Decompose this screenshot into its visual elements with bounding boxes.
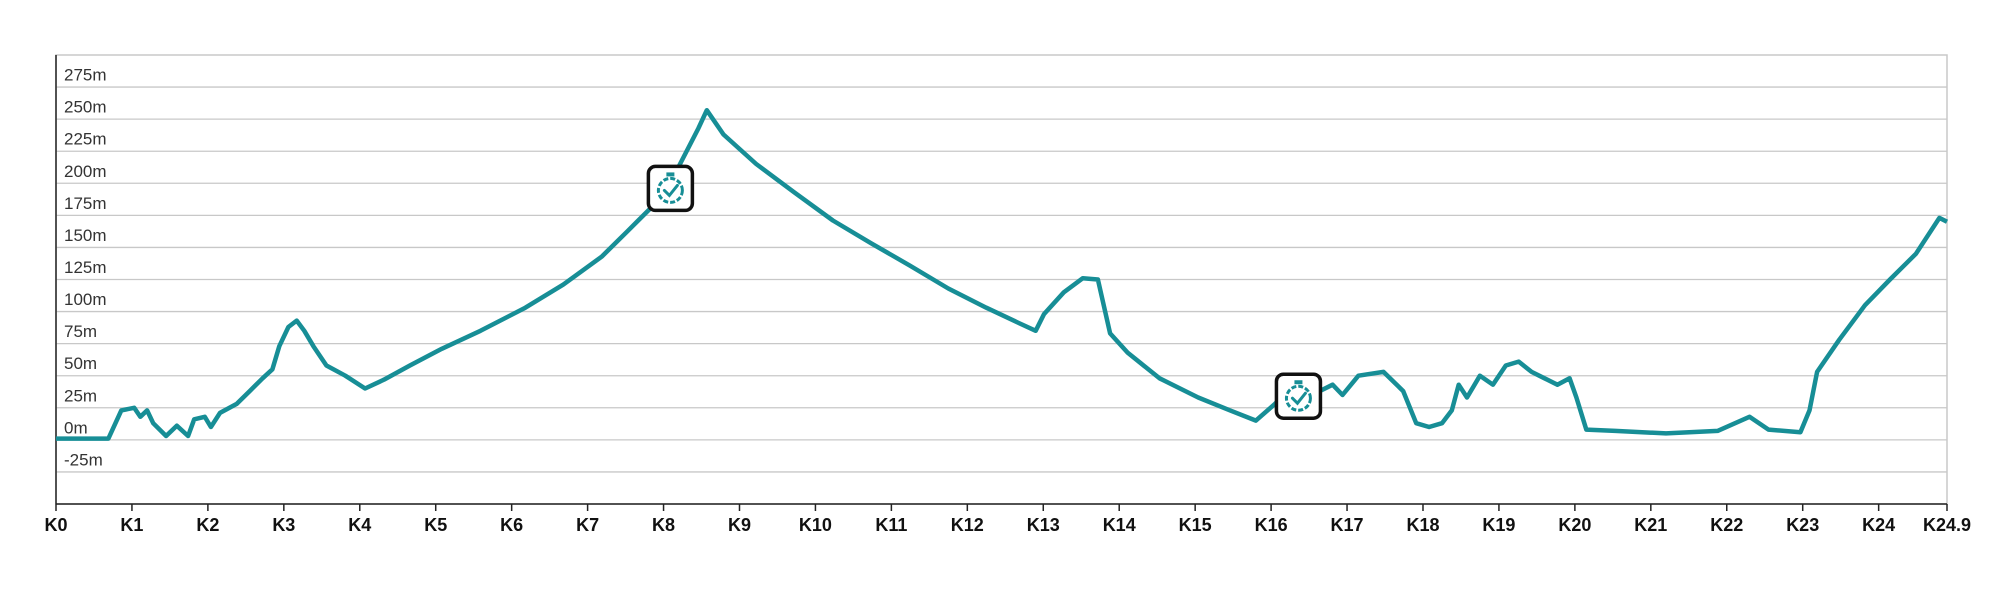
x-tick-label: K22 [1710,515,1743,535]
x-tick-label: K12 [951,515,984,535]
x-tick-label: K9 [728,515,751,535]
y-tick-label: 250m [64,98,107,117]
x-tick-label: K24.9 [1923,515,1971,535]
x-tick-label: K14 [1103,515,1136,535]
x-tick-label: K4 [348,515,371,535]
x-tick-label: K8 [652,515,675,535]
x-tick-label: K2 [196,515,219,535]
x-tick-label: K20 [1558,515,1591,535]
x-tick-label: K1 [120,515,143,535]
stopwatch-crown [1294,380,1303,385]
x-tick-label: K23 [1786,515,1819,535]
x-tick-label: K17 [1331,515,1364,535]
checkpoint-marker [646,164,695,213]
y-tick-label: 100m [64,290,107,309]
x-tick-label: K5 [424,515,447,535]
x-tick-label: K0 [44,515,67,535]
x-tick-label: K18 [1406,515,1439,535]
y-tick-label: 125m [64,258,107,277]
x-tick-label: K24 [1862,515,1895,535]
y-tick-label: 0m [64,418,88,437]
y-tick-label: 175m [64,194,107,213]
x-tick-label: K19 [1482,515,1515,535]
checkpoint-marker [1274,372,1323,420]
elevation-line [56,107,1949,441]
y-tick-label: 225m [64,130,107,149]
stopwatch-check [662,183,679,198]
stopwatch-crown [666,172,675,177]
x-tick-label: K13 [1027,515,1060,535]
y-tick-label: 50m [64,354,97,373]
x-tick-label: K11 [875,515,907,535]
x-tick-label: K3 [272,515,295,535]
x-tick-label: K6 [500,515,523,535]
x-tick-label: K10 [799,515,832,535]
y-tick-label: 75m [64,322,97,341]
x-tick-label: K16 [1255,515,1288,535]
y-tick-label: 275m [64,66,107,85]
y-tick-label: 25m [64,386,97,405]
y-tick-label: -25m [64,450,103,469]
y-tick-label: 150m [64,226,107,245]
x-tick-label: K15 [1179,515,1212,535]
x-tick-label: K21 [1634,515,1667,535]
checkpoint-box [1274,372,1323,420]
stopwatch-face [656,176,684,204]
checkpoint-box [646,164,695,213]
stopwatch-check [1290,391,1307,406]
y-tick-label: 200m [64,162,107,181]
x-tick-label: K7 [576,515,599,535]
stopwatch-face [1284,384,1312,412]
